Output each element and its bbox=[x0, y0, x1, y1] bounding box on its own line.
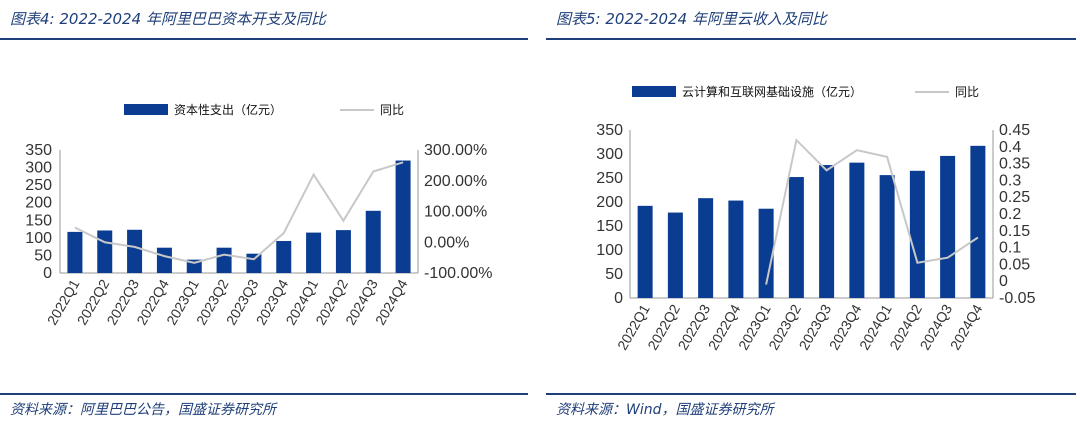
cloud-chart: 云计算和互联网基础设施（亿元） 同比3503002502001501005000.… bbox=[596, 84, 1036, 353]
bar bbox=[246, 253, 262, 273]
bar bbox=[97, 230, 113, 273]
bar bbox=[156, 247, 172, 273]
y2-axis-tick-label: 0.3 bbox=[999, 172, 1021, 189]
y2-axis-tick-label: 300.00% bbox=[424, 142, 487, 159]
yoy-line bbox=[765, 138, 979, 285]
bar bbox=[667, 212, 683, 298]
y2-axis-tick-label: -0.05 bbox=[999, 290, 1036, 307]
bar bbox=[395, 160, 411, 273]
y2-axis-tick-label: 0.4 bbox=[999, 139, 1021, 156]
capex-chart-title: 图表4: 2022-2024 年阿里巴巴资本开支及同比 bbox=[10, 10, 326, 28]
bar bbox=[728, 200, 744, 298]
y-axis-tick-label: 150 bbox=[25, 212, 52, 229]
capex-panel: 图表4: 2022-2024 年阿里巴巴资本开支及同比 资本性支出（亿元） 同比 3… bbox=[0, 0, 532, 432]
y-axis-tick-label: 300 bbox=[25, 160, 52, 177]
bar bbox=[879, 175, 895, 298]
legend-swatch-bars bbox=[124, 104, 168, 115]
y-axis-tick-label: 300 bbox=[596, 146, 623, 163]
y2-axis-tick-label: 0.45 bbox=[999, 122, 1030, 139]
bar bbox=[940, 155, 956, 298]
y-axis-tick-label: 50 bbox=[34, 247, 52, 264]
cloud-chart-title: 图表5: 2022-2024 年阿里云收入及同比 bbox=[556, 10, 827, 28]
bar bbox=[365, 210, 381, 273]
y-axis-tick-label: 200 bbox=[25, 195, 52, 212]
bar bbox=[306, 232, 322, 273]
bar bbox=[970, 145, 986, 298]
y2-axis-tick-label: 0.05 bbox=[999, 256, 1030, 273]
source-divider bbox=[546, 393, 1076, 395]
y2-axis-tick-label: 0 bbox=[999, 273, 1008, 290]
bar bbox=[637, 205, 653, 298]
y-axis-tick-label: 0 bbox=[43, 265, 52, 282]
legend-label-bars: 资本性支出（亿元） bbox=[174, 102, 282, 117]
y2-axis-tick-label: 0.1 bbox=[999, 240, 1021, 257]
legend-label-line: 同比 bbox=[380, 103, 404, 117]
y-axis-tick-label: 350 bbox=[25, 142, 52, 159]
bar bbox=[67, 231, 83, 273]
y-axis-tick-label: 250 bbox=[25, 177, 52, 194]
y-axis-tick-label: 100 bbox=[25, 230, 52, 247]
cloud-source-note: 资料来源：Wind，国盛证券研究所 bbox=[556, 402, 774, 418]
y-axis-tick-label: 350 bbox=[596, 122, 623, 139]
y2-axis-tick-label: 100.00% bbox=[424, 204, 487, 221]
capex-source-note: 资料来源：阿里巴巴公告，国盛证券研究所 bbox=[10, 402, 276, 418]
y-axis-tick-label: 50 bbox=[605, 266, 623, 283]
y2-axis-tick-label: 0.15 bbox=[999, 223, 1030, 240]
y-axis-tick-label: 0 bbox=[614, 290, 623, 307]
yoy-line bbox=[74, 161, 404, 264]
y2-axis-tick-label: 0.2 bbox=[999, 206, 1021, 223]
y2-axis-tick-label: 0.25 bbox=[999, 189, 1030, 206]
y-axis-tick-label: 200 bbox=[596, 194, 623, 211]
bar bbox=[276, 241, 292, 273]
y2-axis-tick-label: 0.00% bbox=[424, 234, 469, 251]
y-axis-tick-label: 250 bbox=[596, 170, 623, 187]
bar bbox=[788, 177, 804, 298]
bar bbox=[216, 247, 232, 273]
y2-axis-tick-label: -100.00% bbox=[424, 265, 493, 282]
legend-label-bars: 云计算和互联网基础设施（亿元） bbox=[682, 84, 862, 99]
source-divider bbox=[0, 393, 528, 395]
bar bbox=[127, 229, 143, 273]
y2-axis-tick-label: 200.00% bbox=[424, 173, 487, 190]
y-axis-tick-label: 100 bbox=[596, 242, 623, 259]
bar bbox=[335, 230, 351, 273]
title-divider bbox=[546, 38, 1076, 40]
bar bbox=[849, 162, 865, 298]
bar bbox=[758, 208, 774, 298]
legend-label-line: 同比 bbox=[955, 85, 979, 99]
title-divider bbox=[0, 38, 528, 40]
bar bbox=[698, 198, 714, 298]
bar bbox=[909, 170, 925, 298]
y2-axis-tick-label: 0.35 bbox=[999, 156, 1030, 173]
legend-swatch-bars bbox=[632, 86, 676, 97]
y-axis-tick-label: 150 bbox=[596, 218, 623, 235]
cloud-panel: 图表5: 2022-2024 年阿里云收入及同比 云计算和互联网基础设施（亿元）… bbox=[546, 0, 1080, 432]
bar bbox=[819, 165, 835, 298]
